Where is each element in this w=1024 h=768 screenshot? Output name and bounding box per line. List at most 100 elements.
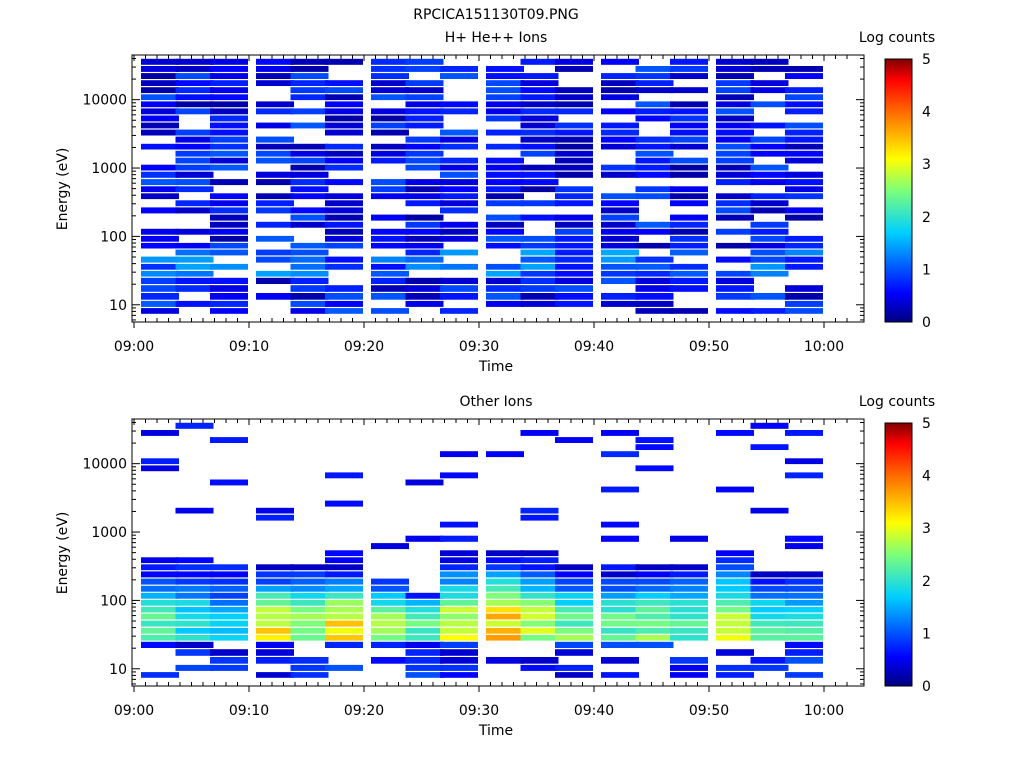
heatmap-cell	[175, 285, 214, 292]
heatmap-cell	[601, 270, 639, 277]
heatmap-cells-1	[141, 58, 823, 314]
heatmap-cell	[405, 242, 444, 249]
heatmap-cell	[290, 620, 329, 627]
heatmap-cell	[750, 578, 789, 585]
heatmap-cell	[290, 270, 329, 277]
heatmap-cell	[601, 136, 639, 143]
heatmap-cell	[601, 521, 639, 528]
heatmap-cell	[141, 94, 179, 101]
x-tick-label: 09:10	[229, 339, 269, 355]
y-tick-label: 10000	[82, 93, 127, 109]
heatmap-cell	[175, 80, 214, 86]
heatmap-cell	[440, 263, 478, 270]
heatmap-cell	[601, 58, 639, 65]
heatmap-cell	[601, 672, 639, 678]
heatmap-cell	[750, 58, 789, 65]
heatmap-cell	[256, 143, 294, 150]
heatmap-cell	[256, 627, 294, 634]
heatmap-cell	[670, 66, 708, 72]
heatmap-cell	[601, 657, 639, 664]
heatmap-cell	[716, 80, 754, 86]
heatmap-cell	[785, 458, 823, 465]
heatmap-cell	[290, 108, 329, 115]
heatmap-cell	[325, 129, 363, 136]
heatmap-cell	[141, 122, 179, 129]
heatmap-cell	[405, 664, 444, 671]
heatmap-cell	[716, 242, 754, 249]
heatmap-cell	[670, 164, 708, 171]
heatmap-cell	[210, 277, 248, 284]
heatmap-cell	[785, 657, 823, 664]
heatmap-cell	[670, 87, 708, 94]
heatmap-cell	[750, 171, 789, 178]
heatmap-cell	[785, 263, 823, 270]
heatmap-cell	[750, 207, 789, 214]
heatmap-cell	[520, 514, 559, 521]
heatmap-cell	[785, 641, 823, 648]
heatmap-cell	[486, 657, 524, 664]
heatmap-cell	[520, 108, 559, 115]
heatmap-cell	[141, 207, 179, 214]
heatmap-cell	[601, 293, 639, 300]
heatmap-cell	[670, 308, 708, 314]
heatmap-cell	[520, 263, 559, 270]
heatmap-cell	[716, 564, 754, 571]
heatmap-cell	[210, 221, 248, 228]
heatmap-cell	[750, 136, 789, 143]
heatmap-cell	[601, 430, 639, 436]
heatmap-cell	[670, 143, 708, 150]
heatmap-cell	[290, 207, 329, 214]
heatmap-cell	[290, 564, 329, 571]
heatmap-cell	[256, 578, 294, 585]
heatmap-cell	[290, 249, 329, 256]
heatmap-cell	[555, 164, 593, 171]
colorbar-1	[884, 58, 913, 323]
heatmap-cell	[256, 200, 294, 207]
colorbar-ticks-1: 0 1 2 3 4 5	[922, 52, 931, 331]
heatmap-cell	[141, 620, 179, 627]
heatmap-cell	[141, 58, 179, 65]
heatmap-cell	[601, 256, 639, 263]
heatmap-cell	[750, 249, 789, 256]
heatmap-cell	[256, 277, 294, 284]
heatmap-cell	[486, 550, 524, 557]
heatmap-cell	[670, 136, 708, 143]
heatmap-cell	[141, 80, 179, 86]
heatmap-cell	[555, 242, 593, 249]
heatmap-cell	[670, 200, 708, 207]
heatmap-cell	[601, 249, 639, 256]
heatmap-cell	[635, 599, 674, 606]
heatmap-cell	[520, 179, 559, 186]
heatmap-cell	[141, 193, 179, 200]
heatmap-cell	[601, 193, 639, 200]
heatmap-cell	[175, 150, 214, 157]
heatmap-cell	[785, 94, 823, 101]
x-tick-label: 09:50	[689, 339, 729, 355]
heatmap-cell	[175, 507, 214, 514]
heatmap-cell	[325, 221, 363, 228]
heatmap-cell	[716, 550, 754, 557]
heatmap-cell	[175, 171, 214, 178]
heatmap-cell	[141, 308, 179, 314]
heatmap-cell	[290, 592, 329, 599]
heatmap-cell	[555, 571, 593, 578]
heatmap-cell	[520, 94, 559, 101]
heatmap-cell	[371, 578, 409, 585]
heatmap-cell	[440, 578, 478, 585]
heatmap-cell	[716, 157, 754, 164]
heatmap-cell	[635, 293, 674, 300]
heatmap-cell	[440, 657, 478, 664]
heatmap-cell	[555, 285, 593, 292]
heatmap-cell	[256, 564, 294, 571]
heatmap-cell	[555, 649, 593, 656]
heatmap-cell	[175, 571, 214, 578]
heatmap-cell	[290, 285, 329, 292]
heatmap-cell	[555, 613, 593, 620]
heatmap-cell	[325, 564, 363, 571]
heatmap-cell	[256, 599, 294, 606]
heatmap-cell	[371, 157, 409, 164]
heatmap-cell	[670, 270, 708, 277]
heatmap-cell	[635, 270, 674, 277]
heatmap-cell	[635, 150, 674, 157]
heatmap-cell	[290, 214, 329, 221]
